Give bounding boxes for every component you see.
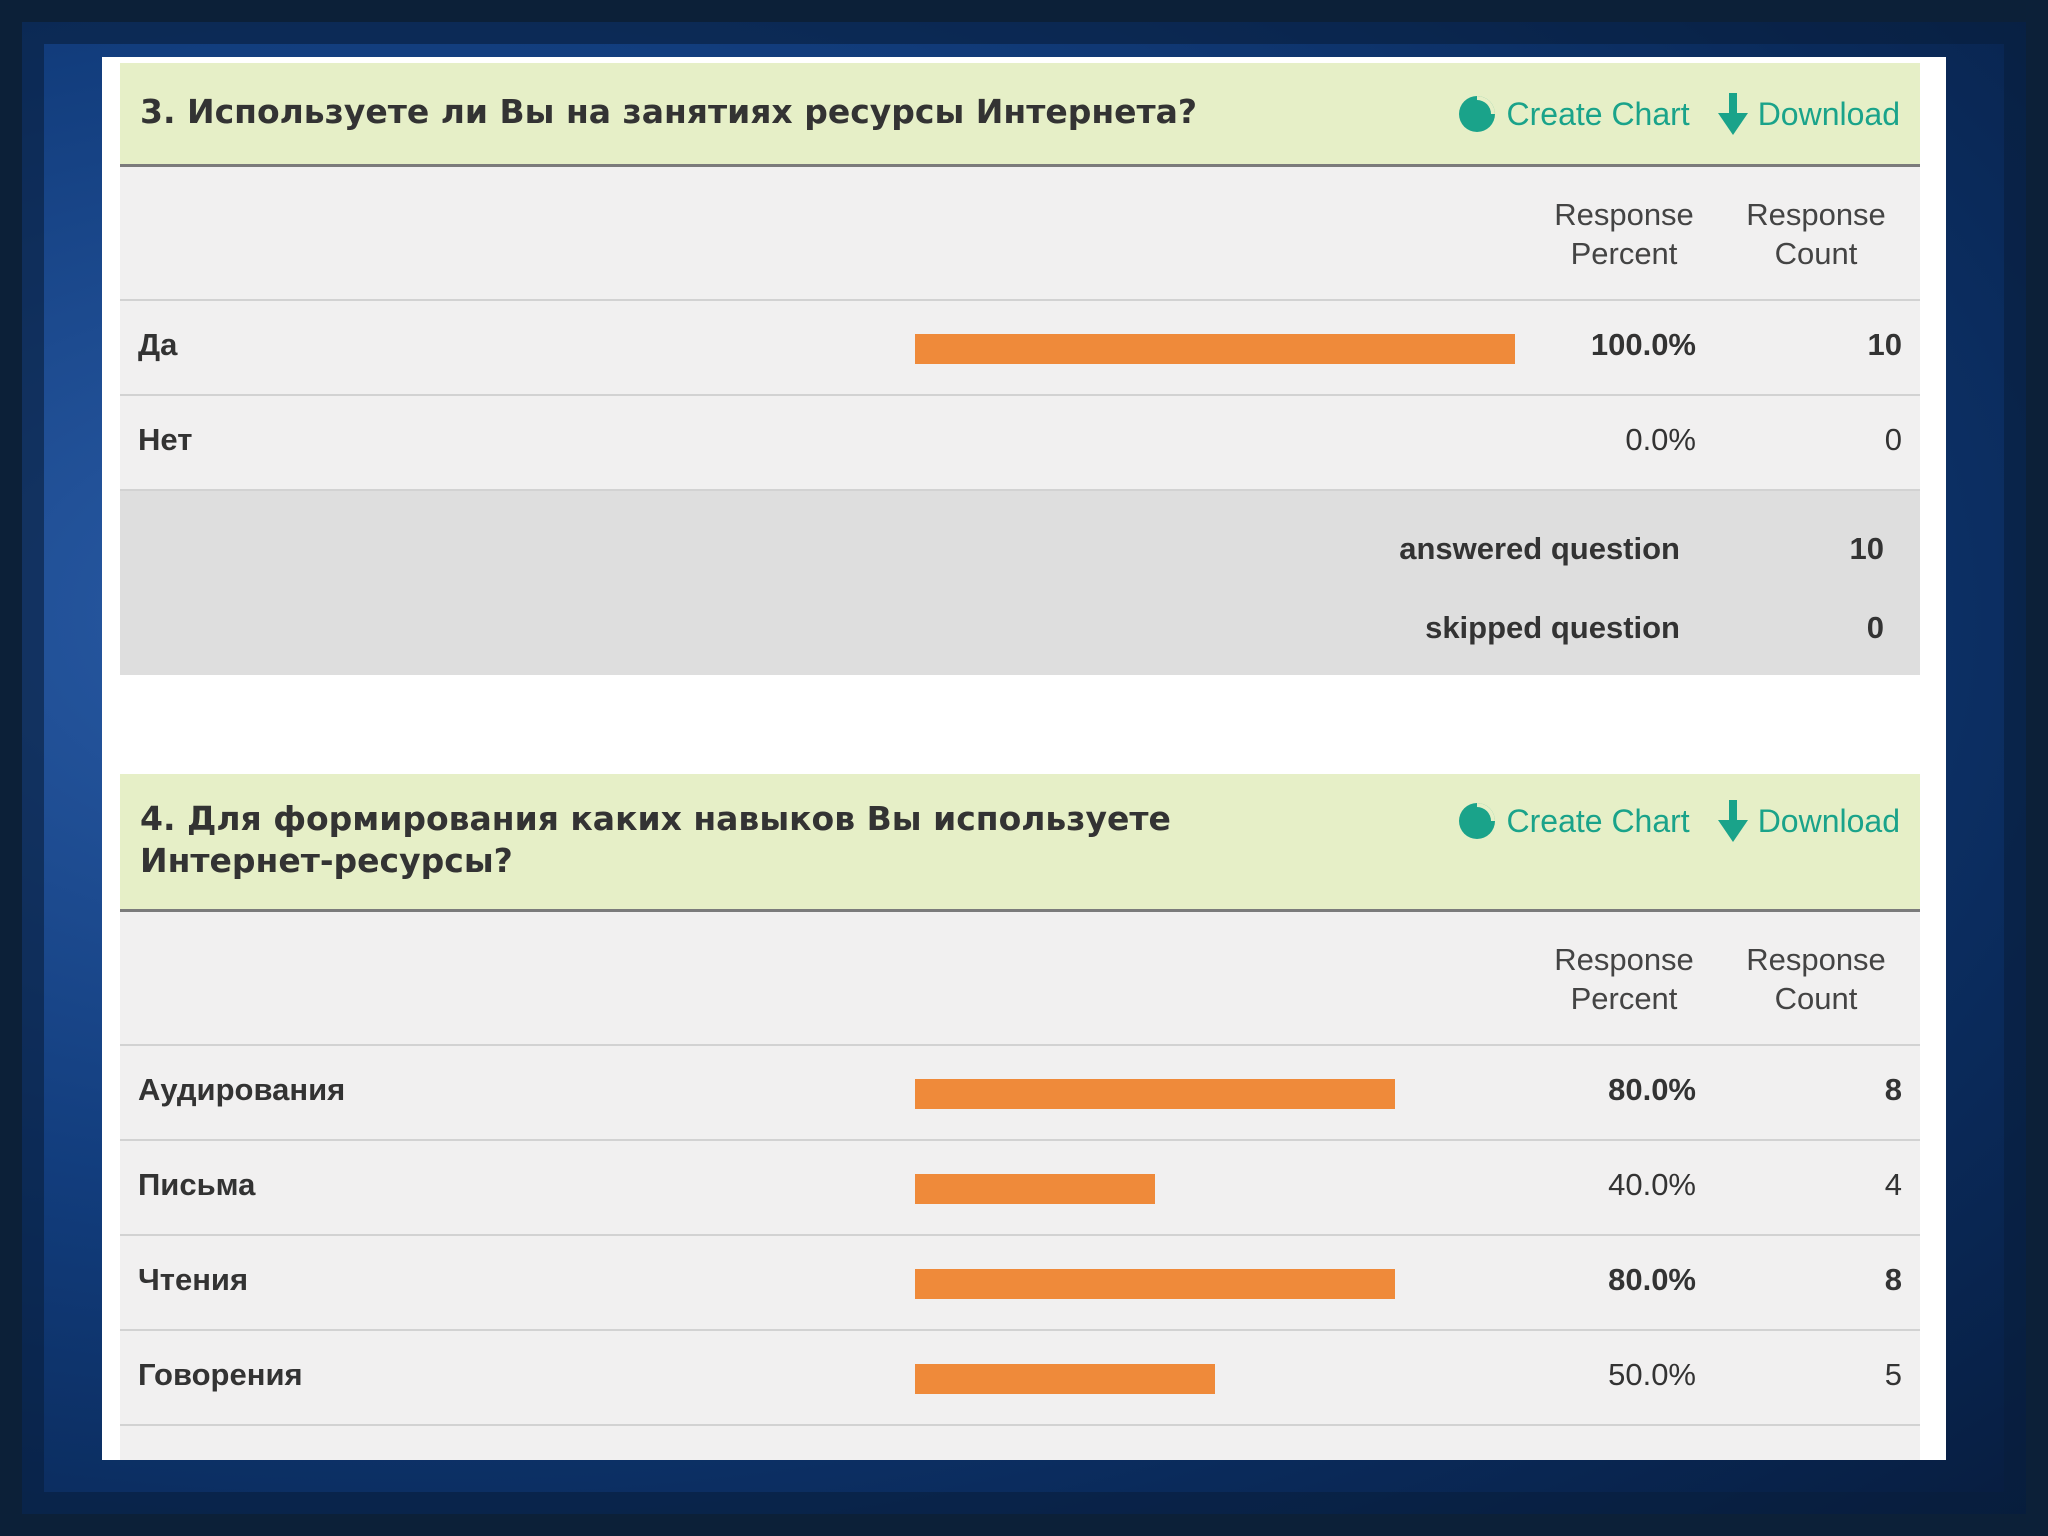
download-button[interactable]: Download: [1717, 93, 1900, 135]
response-count: 4: [1884, 1167, 1902, 1202]
response-percent: 80.0%: [1608, 1072, 1696, 1107]
response-count: 0: [1884, 422, 1902, 457]
response-percent: 80.0%: [1608, 1262, 1696, 1297]
answered-question-value: 10: [1849, 531, 1884, 566]
answer-label: Нет: [138, 422, 193, 457]
table-row: Говорения 50.0% 5: [120, 1331, 1920, 1426]
table-row: Нет 0.0% 0: [120, 396, 1920, 491]
response-count: 5: [1884, 1357, 1902, 1392]
answer-label: Говорения: [138, 1357, 303, 1392]
table-row: Чтения 80.0% 8: [120, 1236, 1920, 1331]
response-percent: 100.0%: [1590, 327, 1696, 362]
table-row: Да 100.0% 10: [120, 301, 1920, 396]
table-row-partial: [120, 1426, 1920, 1460]
percent-bar: [915, 1364, 1215, 1394]
table-row: Письма 40.0% 4: [120, 1141, 1920, 1236]
pie-chart-icon: [1458, 803, 1495, 839]
question-4: 4. Для формирования каких навыков Вы исп…: [120, 774, 1920, 1460]
skipped-question-label: skipped question: [1425, 610, 1680, 645]
question-4-column-headers: Response Percent Response Count: [120, 912, 1920, 1046]
create-chart-button[interactable]: Create Chart: [1457, 94, 1690, 134]
response-count-header: Response Count: [1746, 197, 1886, 271]
create-chart-label: Create Chart: [1506, 95, 1690, 132]
answer-label: Аудирования: [138, 1072, 346, 1107]
response-count: 8: [1884, 1072, 1902, 1107]
download-label: Download: [1757, 802, 1900, 839]
pie-chart-icon: [1458, 96, 1495, 132]
question-3: 3. Используете ли Вы на занятиях ресурсы…: [120, 63, 1920, 675]
answer-label: Да: [138, 327, 178, 362]
question-3-column-headers: Response Percent Response Count: [120, 167, 1920, 301]
response-percent: 40.0%: [1608, 1167, 1696, 1202]
question-3-header: 3. Используете ли Вы на занятиях ресурсы…: [120, 63, 1920, 167]
response-percent-header: Response Percent: [1554, 197, 1694, 271]
percent-bar: [915, 1174, 1155, 1204]
response-count-header: Response Count: [1746, 942, 1886, 1016]
create-chart-label: Create Chart: [1506, 802, 1690, 839]
download-arrow-icon: [1717, 800, 1748, 842]
table-row: Аудирования 80.0% 8: [120, 1046, 1920, 1141]
response-count: 8: [1884, 1262, 1902, 1297]
question-4-title: 4. Для формирования каких навыков Вы исп…: [140, 799, 1171, 880]
question-3-actions: Create Chart Download: [1457, 91, 1900, 135]
response-percent-header: Response Percent: [1554, 942, 1694, 1016]
results-panel: 3. Используете ли Вы на занятиях ресурсы…: [102, 57, 1946, 1460]
percent-bar: [915, 334, 1515, 364]
download-button[interactable]: Download: [1717, 800, 1900, 842]
answered-question-label: answered question: [1399, 531, 1680, 566]
download-arrow-icon: [1717, 93, 1748, 135]
question-3-summary: answered question 10 skipped question 0: [120, 491, 1920, 675]
download-label: Download: [1757, 95, 1900, 132]
question-4-header: 4. Для формирования каких навыков Вы исп…: [120, 774, 1920, 912]
answer-label: Чтения: [138, 1262, 249, 1297]
response-percent: 50.0%: [1608, 1357, 1696, 1392]
percent-bar: [915, 1079, 1395, 1109]
question-4-actions: Create Chart Download: [1457, 798, 1900, 842]
response-percent: 0.0%: [1625, 422, 1696, 457]
answer-label: Письма: [138, 1167, 256, 1202]
skipped-question-value: 0: [1866, 610, 1884, 645]
response-count: 10: [1867, 327, 1902, 362]
create-chart-button[interactable]: Create Chart: [1457, 801, 1690, 841]
question-3-title: 3. Используете ли Вы на занятиях ресурсы…: [140, 92, 1198, 131]
percent-bar: [915, 1269, 1395, 1299]
